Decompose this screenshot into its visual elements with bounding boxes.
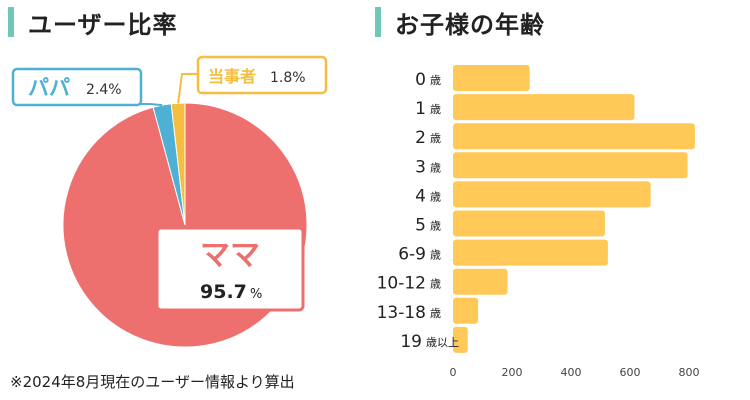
category-label: 3	[415, 157, 426, 177]
category-label: 6-9	[398, 245, 426, 265]
bar-7	[453, 268, 508, 295]
category-label: 13-18	[377, 303, 426, 323]
category-label: 19	[400, 332, 422, 352]
papa-value: 2.4%	[86, 82, 122, 98]
category-label: 2	[415, 128, 426, 148]
x-tick-label: 600	[620, 366, 641, 379]
category-unit-label: 歳	[430, 74, 441, 87]
category-unit-label: 歳	[430, 132, 441, 145]
category-unit-label: 歳	[430, 307, 441, 320]
self-leader-line	[177, 73, 198, 104]
category-label: 5	[415, 216, 426, 236]
bar-4	[453, 181, 651, 208]
bar-3	[453, 152, 688, 179]
child-age-title: お子様の年齢	[375, 6, 545, 39]
mama-value-unit: %	[250, 287, 262, 302]
mama-label: ママ	[200, 238, 260, 273]
category-unit-label: 歳	[430, 190, 441, 203]
bar-5	[453, 210, 605, 237]
x-tick-label: 0	[450, 366, 457, 379]
bar-1	[453, 94, 635, 121]
category-unit-label: 歳	[430, 161, 441, 174]
bar-2	[453, 123, 695, 150]
self-callout-box	[196, 55, 328, 95]
category-unit-label: 歳以上	[426, 336, 459, 349]
title-accent-bar	[8, 7, 14, 37]
category-label: 1	[415, 99, 426, 119]
user-ratio-title-text: ユーザー比率	[28, 10, 178, 39]
bar-6	[453, 239, 608, 266]
category-label: 0	[415, 70, 426, 90]
papa-label: パパ	[28, 76, 70, 100]
self-label: 当事者	[208, 67, 256, 86]
mama-value: 95.7	[200, 281, 247, 303]
bar-9	[453, 326, 468, 353]
user-ratio-pie-chart: パパ 2.4% 当事者 1.8% ママ 95.7%	[11, 55, 328, 348]
x-tick-label: 400	[561, 366, 582, 379]
x-tick-label: 800	[679, 366, 700, 379]
papa-callout-box	[11, 67, 143, 107]
category-unit-label: 歳	[430, 249, 441, 262]
category-unit-label: 歳	[430, 278, 441, 291]
category-unit-label: 歳	[430, 220, 441, 233]
category-unit-label: 歳	[430, 103, 441, 116]
child-age-title-text: お子様の年齢	[395, 10, 545, 39]
bar-0	[453, 65, 530, 91]
bar-8	[453, 297, 479, 324]
self-value: 1.8%	[270, 70, 306, 86]
category-label: 4	[415, 186, 426, 206]
user-ratio-title: ユーザー比率	[8, 6, 178, 39]
category-label: 10-12	[377, 274, 426, 294]
mama-callout-box	[155, 226, 305, 312]
pie-slice-2	[170, 102, 186, 226]
footnote: ※2024年8月現在のユーザー情報より算出	[10, 373, 295, 391]
x-tick-label: 200	[502, 366, 523, 379]
title-accent-bar	[375, 7, 381, 37]
